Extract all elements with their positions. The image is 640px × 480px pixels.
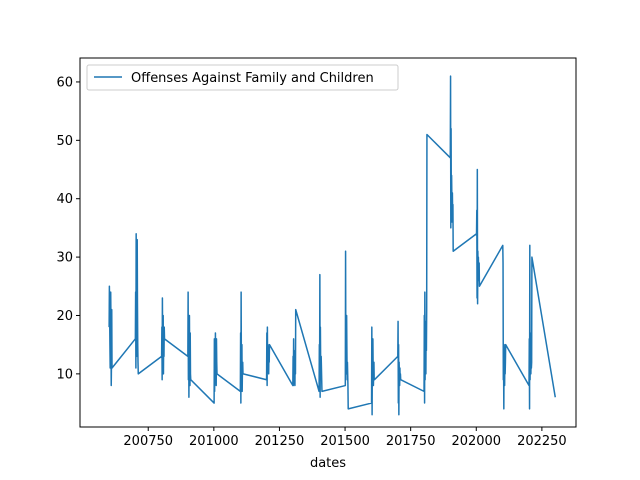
y-tick-label: 20 (56, 309, 73, 324)
y-tick-label: 10 (56, 367, 73, 382)
x-axis-label: dates (310, 456, 346, 471)
x-tick-label: 202000 (451, 434, 501, 449)
series-layer (108, 75, 557, 416)
legend-box (86, 64, 399, 91)
plot-frame (79, 57, 577, 428)
legend: Offenses Against Family and Children (86, 64, 399, 91)
y-tick-label: 30 (56, 251, 73, 266)
series-line-0 (108, 75, 557, 416)
plot-area (80, 58, 576, 427)
x-tick-label: 201500 (320, 434, 370, 449)
x-tick-label: 201750 (386, 434, 436, 449)
legend-entry-label: Offenses Against Family and Children (131, 71, 374, 86)
x-tick-label: 202250 (517, 434, 567, 449)
y-tick-label: 50 (56, 134, 73, 149)
x-tick-label: 200750 (123, 434, 173, 449)
x-tick-label: 201000 (189, 434, 239, 449)
x-tick-label: 201250 (255, 434, 305, 449)
y-tick-label: 60 (56, 75, 73, 90)
y-axis-ticks: 10 20 30 40 50 60 (56, 75, 80, 382)
y-tick-label: 40 (56, 192, 73, 207)
x-axis-ticks: 200750 201000 201250 201500 201750 202000 2022… (123, 427, 567, 449)
